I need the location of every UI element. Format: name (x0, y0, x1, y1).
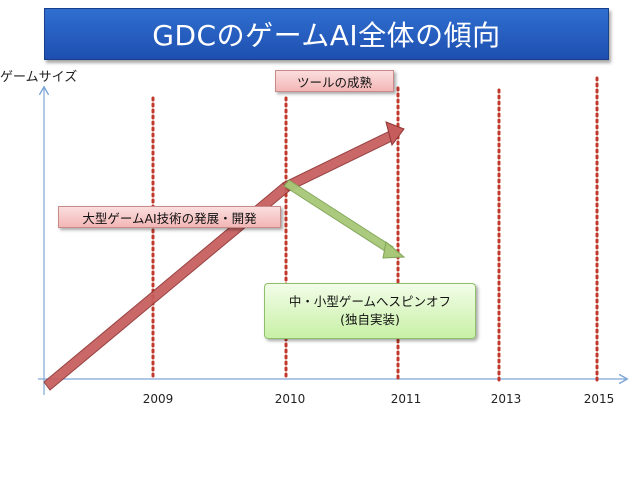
green-arrow-shaft (283, 179, 394, 254)
tool-maturity-label: ツールの成熟 (296, 74, 372, 90)
green-arrow-head (382, 241, 406, 259)
spinoff-label-line1: 中・小型ゲームへスピンオフ (288, 294, 452, 309)
year-label-2013: 2013 (490, 392, 522, 406)
year-label-2010: 2010 (274, 392, 306, 406)
large-game-ai-label: 大型ゲームAI技術の発展・開発 (82, 210, 257, 226)
tool-maturity-box: ツールの成熟 (275, 70, 394, 92)
spinoff-box: 中・小型ゲームへスピンオフ (独自実装) (264, 283, 476, 339)
year-label-2009: 2009 (142, 392, 174, 406)
y-axis-label: ゲームサイズ (0, 70, 78, 85)
red-arrow-shaft-2 (282, 129, 397, 192)
large-game-ai-arrow (43, 121, 405, 391)
large-game-ai-box: 大型ゲームAI技術の発展・開発 (58, 206, 281, 228)
year-label-2015: 2015 (583, 392, 615, 406)
title-banner: GDCのゲームAI全体の傾向 (44, 8, 609, 60)
spinoff-arrow (283, 179, 406, 259)
red-arrow-head (385, 121, 405, 147)
spinoff-label-line2: (独自実装) (340, 312, 400, 327)
slide-title: GDCのゲームAI全体の傾向 (152, 19, 501, 52)
year-label-2011: 2011 (390, 392, 422, 406)
